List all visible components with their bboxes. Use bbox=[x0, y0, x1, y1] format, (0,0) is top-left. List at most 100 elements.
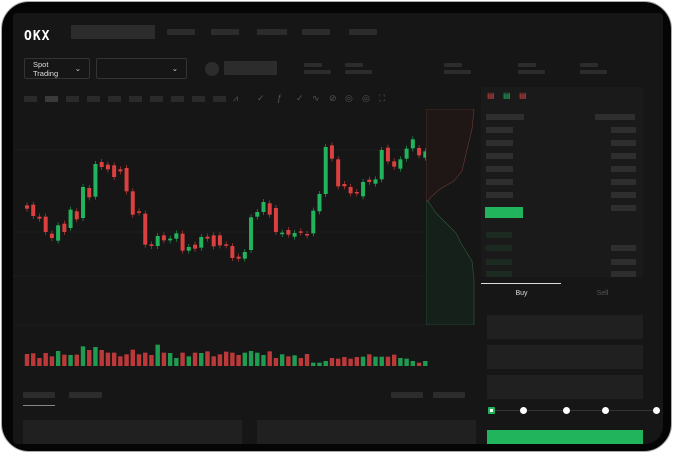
volume-bar bbox=[410, 361, 416, 366]
candle-body bbox=[43, 216, 48, 232]
candle-body bbox=[398, 159, 403, 169]
slider-step[interactable] bbox=[563, 407, 570, 414]
candle bbox=[354, 189, 359, 197]
timeframe-button[interactable] bbox=[192, 96, 205, 102]
timeframe-button[interactable] bbox=[87, 96, 100, 102]
pair-selector[interactable]: ⌄ bbox=[96, 58, 187, 79]
nav-item[interactable] bbox=[167, 29, 195, 35]
volume-bar bbox=[43, 353, 48, 366]
line-chart-icon[interactable]: ⩘ bbox=[233, 93, 239, 103]
tab-sell[interactable]: Sell bbox=[596, 290, 609, 297]
slider-step[interactable] bbox=[520, 407, 527, 414]
camera-icon[interactable]: ◎ bbox=[345, 93, 353, 103]
order-book: ▤ ▤ ▤ bbox=[481, 87, 643, 277]
volume-bar bbox=[248, 351, 254, 366]
candle-body bbox=[249, 217, 254, 250]
candle-body bbox=[354, 192, 359, 194]
candle bbox=[292, 230, 297, 240]
nav-item[interactable] bbox=[211, 29, 239, 35]
timeframe-button[interactable] bbox=[45, 96, 58, 102]
candle bbox=[31, 201, 36, 219]
slider-handle[interactable] bbox=[488, 407, 495, 414]
orderbook-asks-view-icon[interactable]: ▤ bbox=[519, 91, 527, 100]
candle bbox=[161, 232, 166, 244]
market-selector[interactable]: Spot Trading ⌄ bbox=[24, 58, 90, 79]
timeframe-button[interactable] bbox=[150, 96, 163, 102]
slider-step[interactable] bbox=[602, 407, 609, 414]
timeframe-button[interactable] bbox=[66, 96, 79, 102]
stat-label bbox=[580, 63, 598, 67]
candle bbox=[348, 184, 353, 197]
candle bbox=[155, 233, 160, 249]
active-tab-indicator bbox=[23, 405, 55, 406]
timeframe-button[interactable] bbox=[24, 96, 37, 102]
candle-body bbox=[186, 247, 191, 251]
volume-bar bbox=[180, 352, 185, 366]
volume-bar bbox=[174, 358, 179, 366]
candle bbox=[249, 214, 254, 253]
timeframe-button[interactable] bbox=[171, 96, 184, 102]
bid-size bbox=[611, 259, 636, 265]
search-bar[interactable] bbox=[71, 25, 155, 39]
timeframe-button[interactable] bbox=[129, 96, 142, 102]
ask-size bbox=[611, 192, 636, 198]
pair-price bbox=[224, 61, 277, 75]
volume-bar bbox=[37, 358, 42, 366]
trend-icon[interactable]: ∿ bbox=[312, 93, 320, 103]
stat-label bbox=[444, 63, 462, 67]
volume-bar bbox=[354, 357, 360, 366]
volume-bar bbox=[143, 352, 148, 366]
buy-button[interactable] bbox=[487, 430, 643, 444]
volume-bar bbox=[186, 356, 192, 366]
volume-bar bbox=[149, 355, 154, 366]
candle-body bbox=[342, 184, 347, 187]
volume-bar bbox=[99, 350, 104, 366]
bottom-tab-active[interactable] bbox=[23, 392, 55, 398]
candle-body bbox=[87, 188, 92, 198]
fullscreen-icon[interactable]: ⛶ bbox=[379, 93, 386, 103]
candle-body bbox=[205, 236, 210, 239]
candle-body bbox=[329, 145, 334, 159]
candle bbox=[305, 231, 310, 239]
candle-body bbox=[217, 235, 222, 246]
candle-body bbox=[417, 148, 422, 156]
amount-input[interactable] bbox=[487, 345, 643, 369]
candlestick-chart[interactable] bbox=[13, 13, 433, 383]
price-input[interactable] bbox=[487, 315, 643, 339]
tab-buy[interactable]: Buy bbox=[515, 290, 528, 297]
candle-body bbox=[168, 238, 173, 241]
timeframe-button[interactable] bbox=[108, 96, 121, 102]
draw-icon[interactable]: ⊘ bbox=[329, 93, 337, 103]
candle bbox=[99, 159, 104, 170]
candle-body bbox=[105, 164, 110, 170]
total-input[interactable] bbox=[487, 375, 643, 399]
amount-slider[interactable] bbox=[491, 410, 659, 411]
check-icon[interactable]: ✓ bbox=[296, 93, 304, 103]
nav-item[interactable] bbox=[257, 29, 287, 35]
chevron-down-icon: ⌄ bbox=[171, 64, 178, 73]
bottom-action[interactable] bbox=[391, 392, 423, 398]
volume-bar bbox=[323, 361, 328, 366]
indicator-icon[interactable]: ✓ bbox=[257, 93, 265, 103]
volume-bar bbox=[167, 353, 173, 366]
candle bbox=[87, 185, 92, 201]
orderbook-bids-view-icon[interactable]: ▤ bbox=[503, 91, 511, 100]
candle-body bbox=[280, 232, 285, 235]
candle-body bbox=[161, 235, 166, 241]
nav-item[interactable] bbox=[302, 29, 330, 35]
bottom-tab[interactable] bbox=[69, 392, 102, 398]
candle bbox=[186, 244, 191, 254]
slider-step[interactable] bbox=[653, 407, 660, 414]
fx-icon[interactable]: ƒ bbox=[277, 93, 283, 103]
candle bbox=[261, 199, 266, 215]
settings-icon[interactable]: ◎ bbox=[362, 93, 370, 103]
candle bbox=[81, 184, 86, 221]
candle bbox=[236, 253, 241, 262]
candle-body bbox=[367, 179, 372, 182]
orderbook-both-view-icon[interactable]: ▤ bbox=[487, 91, 495, 100]
timeframe-button[interactable] bbox=[213, 96, 226, 102]
nav-item[interactable] bbox=[349, 29, 377, 35]
candle bbox=[68, 206, 73, 231]
candle-body bbox=[311, 210, 316, 234]
bottom-action[interactable] bbox=[433, 392, 465, 398]
